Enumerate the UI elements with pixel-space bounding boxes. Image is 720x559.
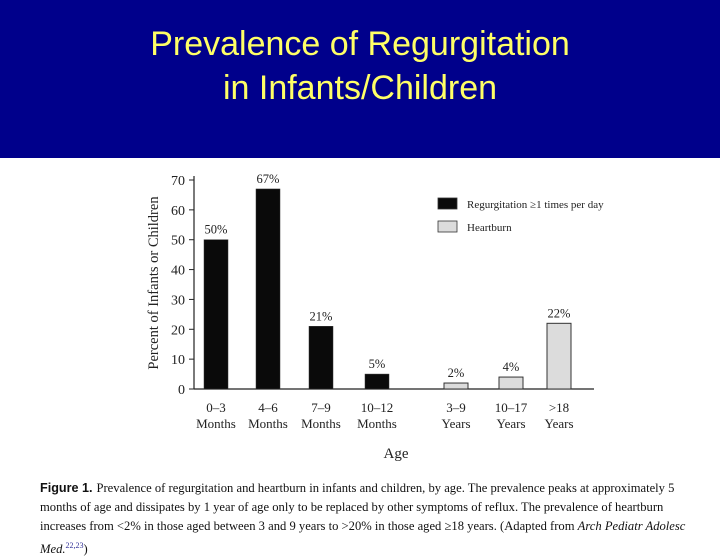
slide-title: Prevalence of Regurgitation in Infants/C… xyxy=(0,22,720,110)
caption-refs: 22,23 xyxy=(65,541,84,550)
bar-regurg xyxy=(364,373,390,390)
title-line-2: in Infants/Children xyxy=(222,69,498,107)
bar-value-label: 5% xyxy=(369,357,386,371)
y-axis-title: Percent of Infants or Children xyxy=(146,196,162,370)
figure-caption: Figure 1. Prevalence of regurgitation and… xyxy=(40,479,712,559)
x-tick-label: 10–17 xyxy=(495,400,528,415)
x-tick-label-unit: Years xyxy=(441,416,470,431)
bars: 50% 67% 21% 5% 2% 4% 22% xyxy=(203,172,572,390)
caption-text: Prevalence of regurgitation and heartbur… xyxy=(40,481,675,533)
x-tick-label: 0–3 xyxy=(206,400,226,415)
x-tick-label: 7–9 xyxy=(311,400,331,415)
slide-header: Prevalence of Regurgitation in Infants/C… xyxy=(0,0,720,158)
bar-heartburn xyxy=(443,382,469,390)
y-axis: 0 10 20 30 40 50 60 70 xyxy=(171,174,594,398)
figure-label: Figure 1. xyxy=(40,481,93,495)
y-tick-label: 50 xyxy=(171,234,185,249)
x-tick-label-unit: Years xyxy=(544,416,573,431)
x-tick-label-unit: Years xyxy=(496,416,525,431)
x-tick-label: >18 xyxy=(549,400,569,415)
y-tick-label: 20 xyxy=(171,323,185,338)
x-tick-label: 4–6 xyxy=(258,400,278,415)
x-tick-label-unit: Months xyxy=(248,416,288,431)
x-axis-labels: 0–3Months4–6Months7–9Months10–12Months3–… xyxy=(196,400,573,431)
x-tick-label-unit: Months xyxy=(357,416,397,431)
bar-value-label: 21% xyxy=(310,309,333,323)
bar-regurg xyxy=(255,188,281,390)
bar-heartburn xyxy=(498,376,524,390)
x-tick-label: 10–12 xyxy=(361,400,394,415)
y-tick-label: 30 xyxy=(171,293,185,308)
figure-area xyxy=(0,158,720,540)
y-tick-label: 0 xyxy=(178,383,185,398)
bar-value-label: 4% xyxy=(503,360,520,374)
bar-value-label: 50% xyxy=(205,223,228,237)
y-tick-label: 10 xyxy=(171,353,185,368)
x-axis-title: Age xyxy=(384,446,409,462)
caption-closing: ) xyxy=(83,542,88,557)
legend-label: Regurgitation ≥1 times per day xyxy=(467,199,604,211)
bar-value-label: 67% xyxy=(257,172,280,186)
x-tick-label-unit: Months xyxy=(301,416,341,431)
legend-label: Heartburn xyxy=(467,222,512,234)
y-tick-label: 70 xyxy=(171,174,185,189)
legend-swatch xyxy=(437,197,458,210)
bar-heartburn xyxy=(546,322,572,390)
title-line-1: Prevalence of Regurgitation xyxy=(150,25,570,63)
legend: Regurgitation ≥1 times per day Heartburn xyxy=(437,197,604,234)
bar-value-label: 22% xyxy=(548,306,571,320)
bar-regurg xyxy=(203,239,229,390)
bar-regurg xyxy=(308,326,334,390)
x-tick-label: 3–9 xyxy=(446,400,466,415)
y-tick-label: 60 xyxy=(171,204,185,219)
legend-swatch xyxy=(437,220,458,233)
bar-value-label: 2% xyxy=(448,366,465,380)
y-tick-label: 40 xyxy=(171,264,185,279)
x-tick-label-unit: Months xyxy=(196,416,236,431)
